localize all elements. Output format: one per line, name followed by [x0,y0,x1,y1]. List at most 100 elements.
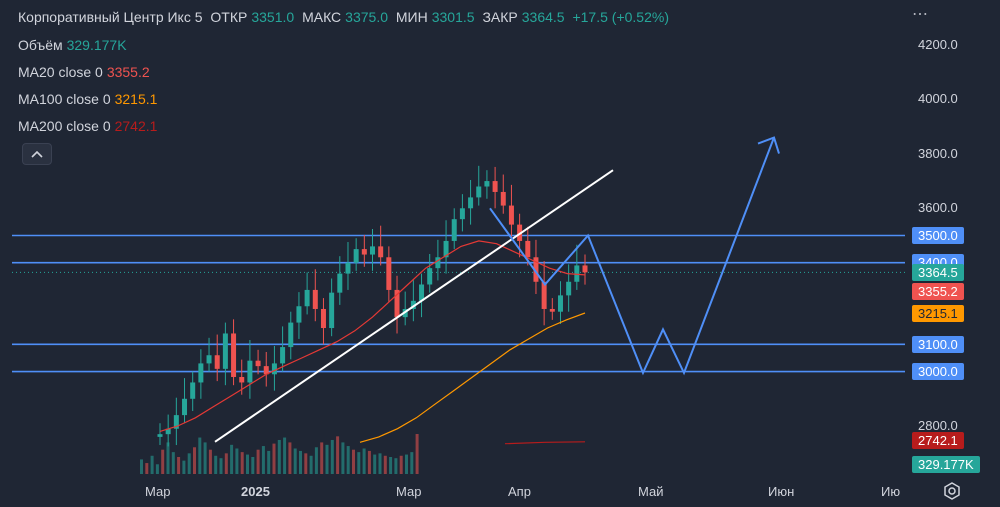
candle-body [525,240,531,258]
candle-body [451,219,457,241]
candle-body [484,181,490,187]
volume-bar [161,449,165,474]
volume-bar [378,453,382,474]
candle-body [557,295,563,312]
x-tick-label: Мар [396,484,422,499]
volume-legend[interactable]: Объём 329.177K [18,37,131,53]
volume-bar [293,448,297,474]
volume-bar [219,458,223,474]
volume-bar [405,454,408,474]
candle-body [304,289,310,307]
more-icon[interactable]: ⋯ [912,6,928,23]
volume-bar [171,452,175,474]
volume-bar [193,447,196,474]
open-label: ОТКР [210,9,248,25]
volume-bar [240,452,244,474]
candle-body [378,246,384,258]
volume-value: 329.177K [66,37,127,53]
high-value: 3375.0 [345,9,388,25]
volume-bar [272,443,276,474]
candle-body [394,289,400,318]
volume-bar [187,453,191,474]
instrument-title: Корпоративный Центр Икс 5 [18,9,203,25]
volume-bar [145,463,149,474]
candle-body [190,382,196,399]
collapse-legend-button[interactable] [22,143,52,165]
volume-bar [267,450,271,474]
candle-body [320,308,326,329]
price-badge-last: 3364.5 [912,263,964,281]
y-tick-label: 2800.0 [918,418,958,433]
volume-bar [309,455,313,474]
volume-bar [362,448,366,474]
price-badge-volume: 329.177K [912,456,980,473]
volume-bar [415,434,419,474]
price-badge-ma100: 3215.1 [912,305,964,322]
price-badge-level: 3500.0 [912,227,964,244]
volume-bar [214,455,218,474]
candle-body [247,360,253,383]
candle-body [337,273,343,293]
volume-bar [140,459,143,474]
open-value: 3351.0 [251,9,295,25]
volume-bar [256,449,260,474]
volume-bar [394,458,398,474]
candle-body [312,289,318,309]
high-label: МАКС [302,9,342,25]
settings-icon[interactable] [942,481,962,501]
close-label: ЗАКР [482,9,518,25]
volume-bar [346,446,350,474]
candle-body [173,415,179,429]
ma200-legend[interactable]: MA200 close 0 2742.1 [18,118,161,134]
y-tick-label: 4200.0 [918,37,958,52]
candle-body [508,205,514,225]
x-tick-label: Апр [508,484,531,499]
ma200-value: 2742.1 [114,118,158,134]
candle-body [574,265,580,282]
volume-bar [288,442,292,474]
candle-body [427,268,433,285]
volume-label: Объём [18,37,63,53]
candle-body [370,246,375,255]
price-badge-ma200: 2742.1 [912,432,964,449]
volume-bar [198,437,202,474]
candle-body [157,434,163,437]
candle-body [165,428,171,435]
candle-body [353,249,359,263]
volume-bar [150,455,154,474]
volume-bar [330,439,334,474]
candle-body [214,355,220,369]
candle-body [459,208,465,220]
ma100-value: 3215.1 [114,91,158,107]
candle-body [345,262,351,274]
volume-bar [341,442,345,474]
volume-bar [182,460,186,474]
candle-body [222,333,228,369]
volume-bar [246,454,249,474]
volume-bar [208,449,212,474]
ma100-legend[interactable]: MA100 close 0 3215.1 [18,91,161,107]
candle-body [255,360,261,367]
candle-body [271,363,277,375]
low-label: МИН [395,9,428,25]
volume-bar [177,456,181,474]
price-badge-ma20: 3355.2 [912,283,964,300]
volume-bar [314,447,318,474]
candle-body [296,306,302,323]
volume-bar [251,456,255,474]
candle-body [492,181,498,192]
candle-body [280,347,286,364]
x-tick-label: Мар [145,484,171,499]
candle-body [468,197,474,209]
ma100-line [359,312,586,443]
ma20-legend[interactable]: MA20 close 0 3355.2 [18,64,154,80]
candle-body [476,186,482,198]
chevron-up-icon [31,150,43,158]
volume-bar [277,439,281,474]
candle-body [239,377,245,383]
candle-body [329,292,335,329]
candle-body [566,281,572,296]
volume-bar [352,449,355,474]
y-tick-label: 3600.0 [918,200,958,216]
